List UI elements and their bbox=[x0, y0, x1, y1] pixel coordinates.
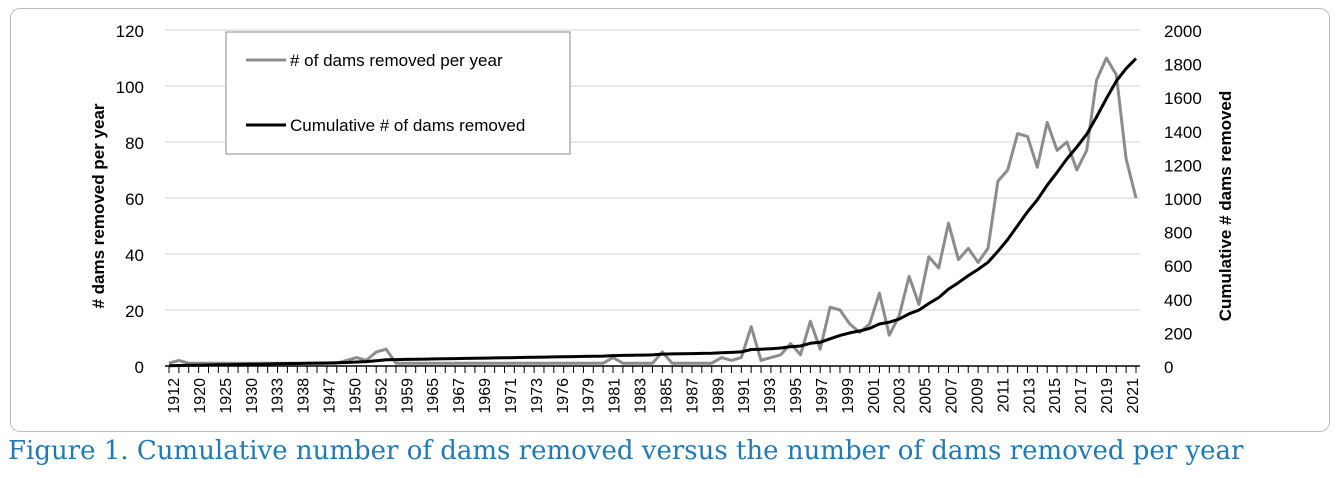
y-right-tick-label: 1600 bbox=[1164, 89, 1202, 108]
x-tick-label: 1933 bbox=[270, 378, 287, 414]
x-tick-label: 1989 bbox=[710, 378, 727, 414]
y-right-tick-label: 600 bbox=[1164, 257, 1192, 276]
x-tick-label: 1985 bbox=[658, 378, 675, 414]
y-right-tick-label: 1000 bbox=[1164, 190, 1202, 209]
y-left-tick-label: 40 bbox=[125, 246, 144, 265]
legend-label-per-year: # of dams removed per year bbox=[290, 51, 503, 70]
x-tick-label: 1947 bbox=[322, 378, 339, 414]
x-tick-label: 2011 bbox=[995, 378, 1012, 413]
y-right-axis-title: Cumulative # dams removed bbox=[1216, 91, 1235, 322]
x-tick-label: 1965 bbox=[425, 378, 442, 414]
x-tick-label: 1969 bbox=[477, 378, 494, 414]
x-tick-label: 2013 bbox=[1021, 378, 1038, 414]
x-tick-label: 1973 bbox=[529, 378, 546, 414]
x-tick-label: 1993 bbox=[762, 378, 779, 414]
y-left-tick-label: 20 bbox=[125, 302, 144, 321]
series-line-cumulative bbox=[168, 57, 1138, 368]
x-tick-label: 1971 bbox=[503, 378, 520, 414]
x-tick-label: 1920 bbox=[192, 378, 209, 414]
x-tick-label: 2015 bbox=[1047, 378, 1064, 414]
y-right-tick-label: 1200 bbox=[1164, 156, 1202, 175]
legend-label-cumulative: Cumulative # of dams removed bbox=[290, 116, 525, 135]
y-right-tick-label: 800 bbox=[1164, 224, 1192, 243]
y-right-tick-label: 400 bbox=[1164, 291, 1192, 310]
x-tick-label: 2005 bbox=[918, 378, 935, 414]
dual-axis-line-chart: 0204060801001200200400600800100012001400… bbox=[89, 22, 1235, 414]
y-left-tick-label: 0 bbox=[135, 358, 144, 377]
x-tick-label: 1930 bbox=[244, 378, 261, 414]
x-tick-label: 1938 bbox=[296, 378, 313, 414]
x-tick-label: 2003 bbox=[892, 378, 909, 414]
x-tick-label: 1912 bbox=[166, 378, 183, 414]
y-left-axis-title: # dams removed per year bbox=[89, 103, 108, 308]
x-tick-label: 1925 bbox=[218, 378, 235, 414]
x-tick-label: 1987 bbox=[684, 378, 701, 414]
y-left-tick-label: 100 bbox=[116, 78, 144, 97]
x-tick-label: 1976 bbox=[555, 378, 572, 414]
x-tick-label: 2009 bbox=[969, 378, 986, 414]
x-tick-label: 2019 bbox=[1099, 378, 1116, 414]
y-left-tick-label: 120 bbox=[116, 22, 144, 41]
x-tick-label: 1950 bbox=[347, 378, 364, 414]
x-tick-label: 2007 bbox=[944, 378, 961, 414]
x-tick-label: 1967 bbox=[451, 378, 468, 414]
y-right-tick-label: 1400 bbox=[1164, 123, 1202, 142]
x-tick-label: 1979 bbox=[581, 378, 598, 414]
y-right-tick-label: 0 bbox=[1164, 358, 1173, 377]
x-tick-label: 1983 bbox=[633, 378, 650, 414]
x-tick-label: 1959 bbox=[399, 378, 416, 414]
figure-caption: Figure 1. Cumulative number of dams remo… bbox=[8, 436, 1244, 466]
legend-box bbox=[225, 31, 571, 155]
x-tick-label: 1952 bbox=[373, 378, 390, 414]
y-left-tick-label: 60 bbox=[125, 190, 144, 209]
x-tick-label: 2021 bbox=[1125, 378, 1142, 414]
x-tick-label: 1999 bbox=[840, 378, 857, 414]
x-tick-label: 2017 bbox=[1073, 378, 1090, 414]
x-tick-label: 1995 bbox=[788, 378, 805, 414]
x-tick-label: 1981 bbox=[607, 378, 624, 414]
x-tick-label: 2001 bbox=[866, 378, 883, 414]
x-tick-label: 1997 bbox=[814, 378, 831, 414]
x-tick-label: 1991 bbox=[736, 378, 753, 414]
y-left-tick-label: 80 bbox=[125, 134, 144, 153]
y-right-tick-label: 1800 bbox=[1164, 56, 1202, 75]
y-right-tick-label: 200 bbox=[1164, 324, 1192, 343]
y-right-tick-label: 2000 bbox=[1164, 22, 1202, 41]
